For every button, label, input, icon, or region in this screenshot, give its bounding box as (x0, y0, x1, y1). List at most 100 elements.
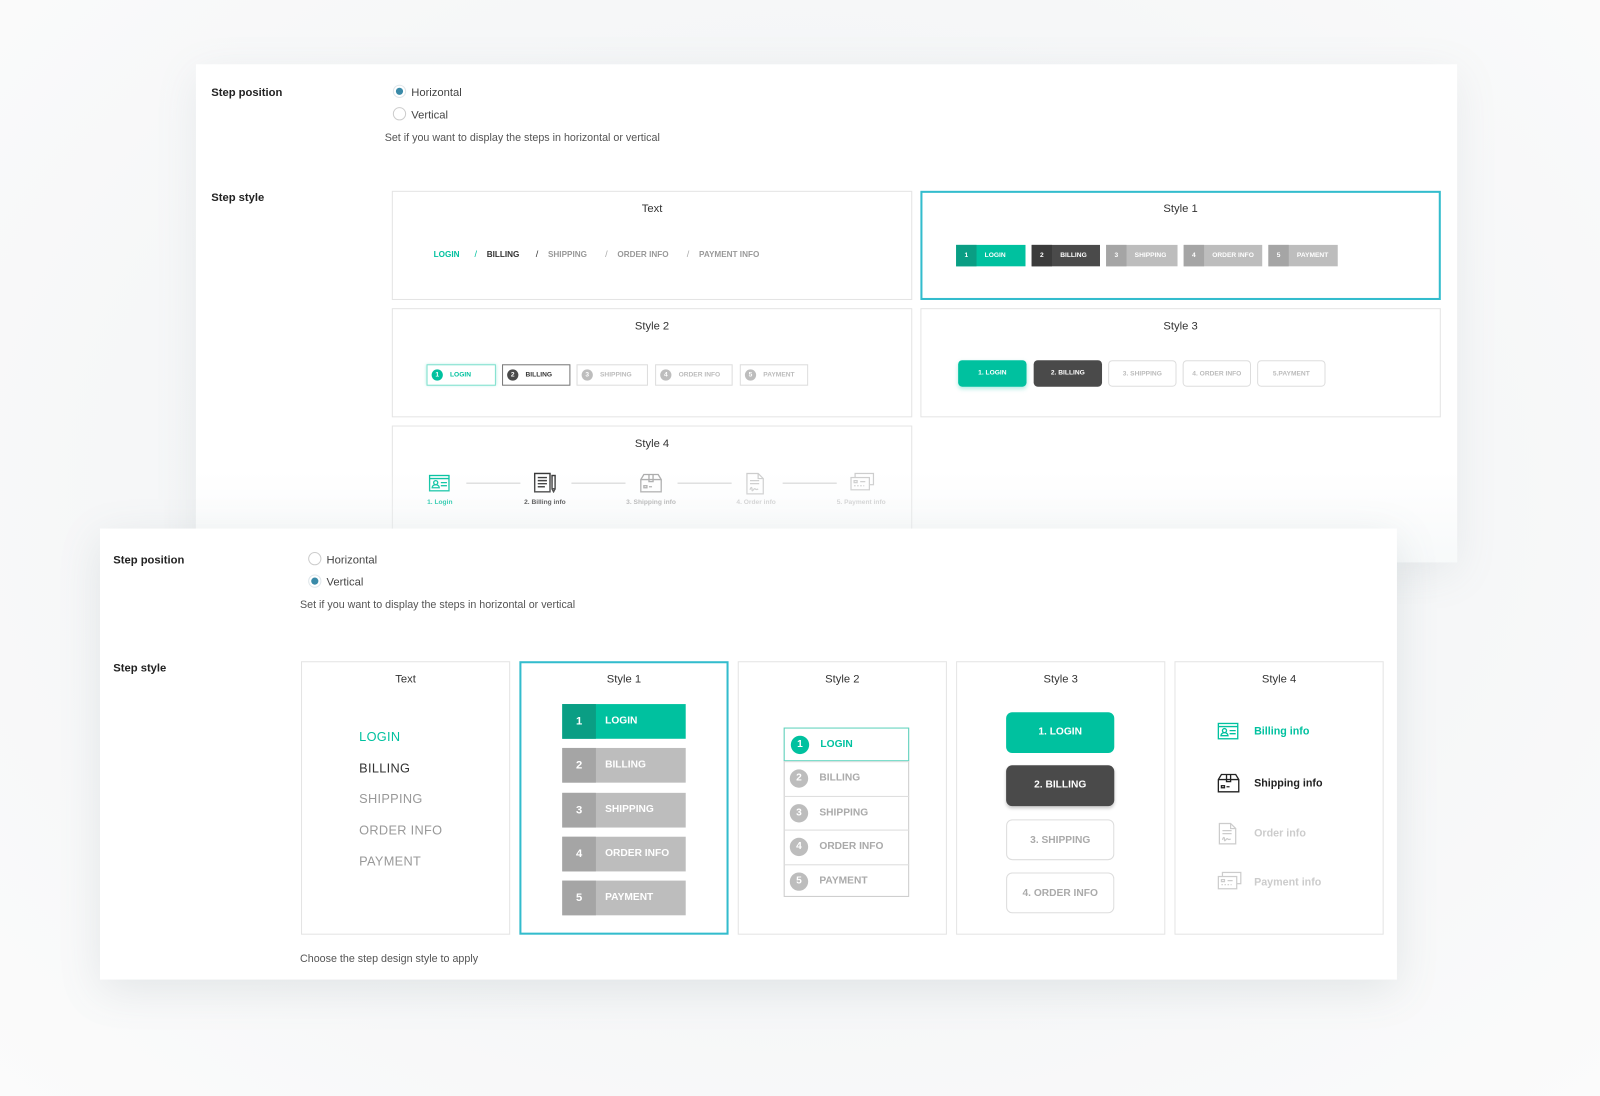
text-step[interactable]: ORDER INFO (617, 249, 669, 260)
radio-label-horizontal[interactable]: Horizontal (326, 554, 378, 567)
step-number: 5 (1268, 244, 1289, 267)
step-item[interactable]: 3 SHIPPING (576, 364, 648, 386)
step-label: LOGIN (984, 252, 1006, 260)
step-label[interactable]: 5. Payment info (836, 498, 886, 507)
style-card-style-1[interactable]: Style 1 1 LOGIN 2 BILLING 3 SHIPPING 4 ORDER INF… (519, 661, 729, 935)
text-step[interactable]: BILLING (486, 249, 520, 260)
step-position-label: Step position (113, 554, 185, 567)
style-card-style-4[interactable]: Style 4 1. Login 2. Billing info 3. Shippin… (391, 425, 913, 548)
step-label[interactable]: 2. Billing info (524, 498, 566, 507)
step-number: 1 (790, 735, 810, 755)
card-title: Style 1 (1163, 203, 1198, 216)
step-item[interactable]: 4 ORDER INFO (655, 364, 733, 386)
text-step[interactable]: ORDER INFO (359, 822, 443, 838)
step-button[interactable]: 3. SHIPPING (1108, 360, 1177, 387)
step-label[interactable]: Payment info (1254, 876, 1322, 889)
step-button[interactable]: 2. BILLING (1006, 765, 1115, 807)
text-step[interactable]: PAYMENT INFO (698, 249, 760, 260)
step-position-help: Set if you want to display the steps in … (384, 131, 660, 144)
text-step[interactable]: LOGIN (359, 729, 401, 744)
box-icon (1217, 772, 1240, 798)
step-number: 2 (1031, 244, 1053, 267)
step-label: PAYMENT (763, 371, 795, 379)
card-title: Style 2 (634, 320, 670, 333)
style-card-text[interactable]: Text LOGIN / BILLING / SHIPPING / ORDER INFO / PA… (391, 190, 913, 300)
step-item[interactable]: 3 SHIPPING (562, 792, 686, 828)
text-step[interactable]: SHIPPING (547, 249, 587, 260)
step-style-label: Step style (211, 191, 265, 205)
step-button[interactable]: 3. SHIPPING (1006, 818, 1115, 860)
step-label: LOGIN (449, 371, 472, 379)
step-item[interactable]: 5 PAYMENT (739, 364, 809, 386)
connector-line (677, 482, 732, 484)
step-number: 1 (562, 704, 596, 739)
step-item[interactable]: 1 LOGIN (783, 727, 910, 762)
step-number: 2 (789, 769, 809, 789)
step-item[interactable]: 2 BILLING (1031, 244, 1100, 267)
step-item[interactable]: 1 LOGIN (562, 704, 686, 739)
step-number: 4 (1183, 244, 1205, 267)
separator: / (474, 248, 478, 260)
radio-vertical[interactable] (392, 107, 407, 121)
vertical-settings-panel: Step position Horizontal Vertical Set if yo… (99, 528, 1397, 980)
step-number: 2 (562, 748, 596, 783)
radio-horizontal[interactable] (392, 84, 407, 98)
style-card-style-3[interactable]: Style 3 1. LOGIN 2. BILLING 3. SHIPPING 4. O… (920, 308, 1441, 418)
style-card-style-4[interactable]: Style 4 Billing info Shipping info Order in… (1174, 661, 1384, 935)
step-label[interactable]: 1. Login (427, 498, 453, 507)
text-step[interactable]: SHIPPING (359, 791, 423, 807)
step-button[interactable]: 2. BILLING (1033, 360, 1103, 387)
step-item[interactable]: 5 PAYMENT (783, 863, 910, 898)
step-label: BILLING (1060, 252, 1087, 260)
radio-horizontal[interactable] (308, 552, 322, 566)
step-label: SHIPPING (599, 371, 632, 379)
step-label[interactable]: 3. Shipping info (626, 498, 676, 507)
step-item[interactable]: 3 SHIPPING (1106, 244, 1178, 267)
credit-cards-icon (850, 472, 875, 495)
style-card-text[interactable]: Text LOGIN BILLING SHIPPING ORDER INFO PAYMEN… (301, 661, 511, 935)
step-label: ORDER INFO (605, 847, 670, 860)
step-item[interactable]: 4 ORDER INFO (562, 836, 686, 872)
step-button[interactable]: 5.PAYMENT (1257, 360, 1326, 387)
horizontal-settings-panel: Step position Horizontal Vertical Set if yo… (195, 64, 1458, 563)
style-card-style-1[interactable]: Style 1 1 LOGIN 2 BILLING 3 SHIPPING 4 ORDER INF… (920, 190, 1441, 300)
step-item[interactable]: 3 SHIPPING (783, 795, 910, 830)
step-item[interactable]: 5 PAYMENT (1268, 244, 1338, 267)
text-step[interactable]: BILLING (359, 760, 411, 775)
step-item[interactable]: 2 BILLING (783, 761, 910, 796)
style-card-style-2[interactable]: Style 2 1 LOGIN 2 BILLING 3 SHIPPING 4 ORDER INF… (391, 308, 913, 418)
step-button[interactable]: 1. LOGIN (958, 360, 1027, 387)
style-card-style-3[interactable]: Style 3 1. LOGIN 2. BILLING 3. SHIPPING 4. O… (956, 661, 1166, 935)
box-icon (640, 472, 662, 498)
radio-label-horizontal[interactable]: Horizontal (411, 86, 462, 99)
card-title: Style 4 (1261, 673, 1297, 686)
step-number: 5 (744, 369, 757, 381)
style-card-style-2[interactable]: Style 2 1 LOGIN 2 BILLING 3 SHIPPING 4 ORDER INF… (737, 661, 947, 935)
step-item[interactable]: 4 ORDER INFO (783, 829, 910, 864)
step-label: PAYMENT (605, 892, 654, 904)
step-item[interactable]: 1 LOGIN (426, 364, 496, 386)
step-label[interactable]: 4. Order info (736, 498, 776, 507)
radio-vertical[interactable] (308, 574, 322, 588)
text-step[interactable]: PAYMENT (359, 854, 422, 869)
step-item[interactable]: 2 BILLING (502, 364, 571, 386)
connector-line (466, 482, 521, 484)
radio-label-vertical[interactable]: Vertical (326, 576, 364, 589)
step-label[interactable]: Billing info (1254, 725, 1310, 738)
signed-document-icon (1217, 822, 1237, 850)
step-button[interactable]: 4. ORDER INFO (1006, 872, 1115, 914)
step-number: 5 (789, 872, 809, 891)
step-item[interactable]: 4 ORDER INFO (1183, 244, 1263, 267)
step-label[interactable]: Shipping info (1254, 777, 1323, 790)
step-label: BILLING (819, 772, 861, 785)
step-button[interactable]: 4. ORDER INFO (1182, 360, 1252, 387)
radio-label-vertical[interactable]: Vertical (411, 109, 449, 122)
step-item[interactable]: 5 PAYMENT (562, 880, 686, 916)
text-step[interactable]: LOGIN (433, 249, 460, 260)
step-label[interactable]: Order info (1254, 827, 1306, 840)
step-item[interactable]: 1 LOGIN (956, 244, 1026, 267)
step-item[interactable]: 2 BILLING (562, 748, 686, 783)
card-title: Text (395, 673, 416, 686)
step-label: PAYMENT (819, 875, 868, 887)
step-button[interactable]: 1. LOGIN (1006, 712, 1115, 754)
